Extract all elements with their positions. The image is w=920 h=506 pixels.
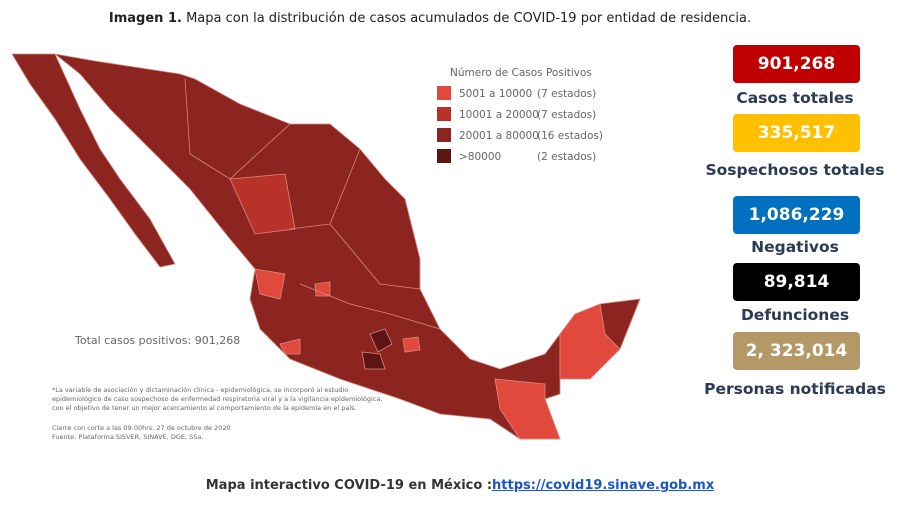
state-borders: [329, 223, 421, 290]
stat-value: 1,086,229: [733, 196, 860, 234]
legend-count: (16 estados): [537, 130, 603, 142]
colima: [254, 268, 286, 300]
note: con el objetivo de tener un mejor acerca…: [52, 404, 357, 412]
legend-range: 10001 a 20000: [459, 109, 539, 121]
quintana-roo: [599, 298, 641, 350]
aguascalientes: [314, 281, 331, 297]
note: Cierre con corte a las 09:00hrs, 27 de o…: [52, 424, 231, 432]
legend-range: >80000: [459, 151, 501, 163]
legend-swatch: [437, 86, 451, 100]
header-label: Imagen 1.: [108, 11, 182, 26]
stat-value: 89,814: [733, 263, 860, 301]
legend-swatch: [437, 149, 451, 163]
edomex: [361, 351, 386, 370]
legend-count: (2 estados): [537, 151, 596, 163]
stat-value: 335,517: [733, 114, 860, 152]
legend-count: (7 estados): [537, 109, 596, 121]
legend-swatch: [437, 128, 451, 142]
tlaxcala: [402, 336, 421, 353]
stat-label: Negativos: [751, 238, 839, 256]
stat-value: 901,268: [733, 45, 860, 83]
stat-value: 2, 323,014: [733, 332, 860, 370]
header: Imagen 1. Mapa con la distribución de ca…: [0, 11, 860, 26]
cdmx: [369, 328, 393, 353]
legend-count: (7 estados): [537, 88, 596, 100]
stat-label: Personas notificadas: [704, 380, 886, 398]
note: Fuente: Plataforma SISVER, SINAVE, DGE, …: [52, 433, 203, 441]
legend: 5001 a 10000 (7 estados)10001 a 20000(7 e…: [437, 86, 603, 163]
map: Número de Casos Positivos 5001 a 10000 (7…: [11, 53, 641, 441]
state-borders: [184, 78, 291, 180]
states: [11, 53, 641, 440]
guerrero-west: [279, 338, 301, 355]
baja-california: [11, 53, 176, 268]
legend-range: 5001 a 10000: [459, 88, 532, 100]
durango: [229, 173, 296, 235]
total-label: Total casos positivos: 901,268: [74, 334, 240, 347]
notes: *La variable de asociación y dictaminaci…: [52, 386, 382, 441]
legend-range: 20001 a 80000: [459, 130, 539, 142]
footer-link[interactable]: https://covid19.sinave.gob.mx: [492, 478, 715, 493]
stat-label: Defunciones: [740, 306, 850, 324]
chiapas: [494, 378, 561, 440]
state-borders: [299, 283, 441, 330]
header-title: Mapa con la distribución de casos acumul…: [186, 11, 752, 26]
footer-text: Mapa interactivo COVID-19 en México :: [205, 478, 493, 493]
footer: Mapa interactivo COVID-19 en México :htt…: [0, 478, 920, 493]
legend-swatch: [437, 107, 451, 121]
legend-title: Número de Casos Positivos: [450, 67, 592, 79]
stat-label: Casos totales: [736, 89, 854, 107]
stat-label: Sospechosos totales: [705, 161, 885, 179]
note: epidemiológico de caso sospechoso de enf…: [52, 395, 382, 403]
note: *La variable de asociación y dictaminaci…: [52, 386, 348, 394]
